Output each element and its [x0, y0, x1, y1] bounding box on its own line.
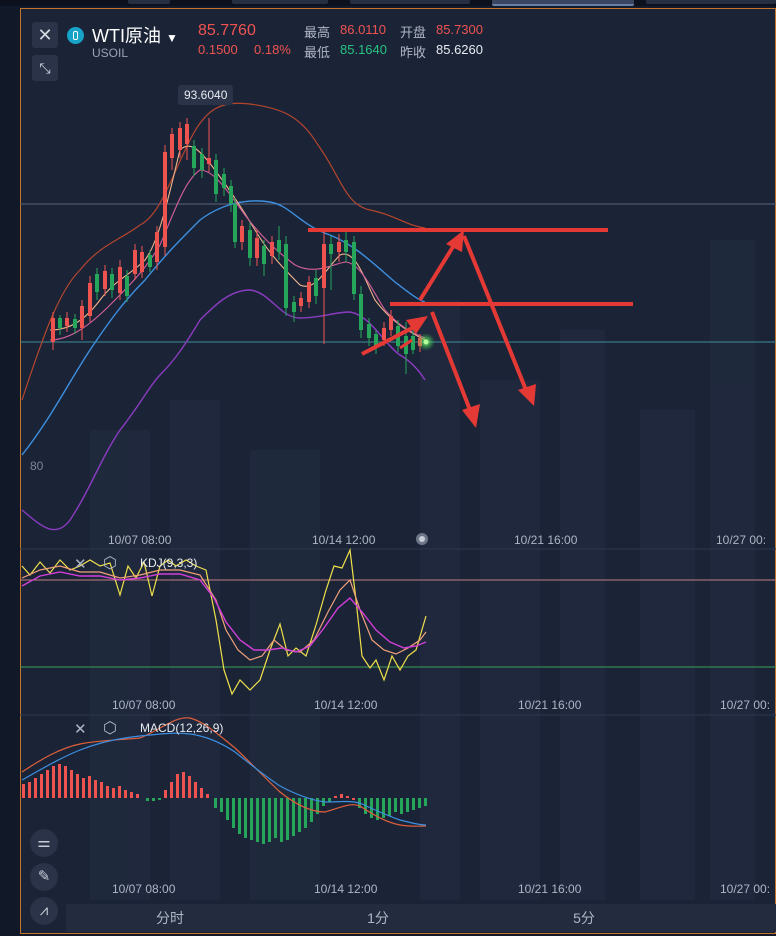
prev-close-label: 昨收: [400, 45, 427, 60]
candlestick-tool-icon[interactable]: ⚌: [30, 829, 58, 857]
symbol-code: USOIL: [92, 46, 129, 60]
time-label: 10/07 08:00: [108, 533, 172, 547]
background-decoration: [90, 240, 755, 900]
timeframe-tabbar: [66, 904, 776, 932]
tab-intraday[interactable]: 分时: [156, 910, 184, 926]
candlesticks: [51, 118, 422, 374]
kdj-settings-icon[interactable]: ⬡: [103, 555, 117, 572]
low-label: 最低: [304, 45, 331, 60]
symbol-icon: [67, 27, 84, 44]
macd-dea-line: [21, 732, 427, 826]
kdj-close-icon[interactable]: ✕: [74, 556, 87, 573]
prev-close-value: 85.6260: [436, 42, 483, 57]
time-label: 10/14 12:00: [314, 882, 378, 896]
high-label: 最高: [304, 25, 331, 40]
macd-settings-icon[interactable]: ⬡: [103, 720, 117, 737]
price-change: 0.1500: [198, 42, 238, 57]
top-tab[interactable]: [646, 0, 776, 4]
price-change-percent: 0.18%: [254, 42, 291, 57]
ma-long-line: [49, 169, 426, 341]
collapse-icon[interactable]: ⤡: [32, 55, 58, 81]
open-value: 85.7300: [436, 22, 483, 37]
open-label: 开盘: [400, 25, 427, 40]
macd-title: MACD(12,26,9): [140, 721, 224, 735]
kdj-k-line: [21, 565, 427, 661]
boll-upper-line: [21, 102, 426, 401]
top-tab[interactable]: [350, 0, 470, 4]
time-label: 10/27 00:: [716, 533, 767, 547]
current-price: 85.7760: [198, 22, 256, 39]
time-label: 10/27 00:: [720, 698, 771, 712]
time-label: 10/21 16:00: [514, 533, 578, 547]
high-value: 86.0110: [340, 22, 387, 37]
symbol-name[interactable]: WTI原油 ▼: [92, 26, 178, 46]
top-tab[interactable]: [128, 0, 170, 4]
time-label: 10/21 16:00: [518, 698, 582, 712]
kdj-j-line: [21, 547, 427, 696]
macd-histogram: [22, 764, 427, 844]
tab-5min[interactable]: 5分: [573, 910, 595, 926]
indicator-tool-icon[interactable]: ⩘: [30, 897, 58, 925]
top-tab[interactable]: [232, 0, 328, 4]
time-label: 10/27 00:: [720, 882, 771, 896]
time-label: 10/07 08:00: [112, 698, 176, 712]
draw-pencil-icon[interactable]: ✎: [30, 863, 58, 891]
macd-close-icon[interactable]: ✕: [74, 721, 87, 738]
top-tab-active[interactable]: [492, 0, 634, 6]
time-label: 10/07 08:00: [112, 882, 176, 896]
crosshair-handle-dot: [419, 536, 425, 542]
trend-annotations: [308, 228, 633, 428]
dropdown-caret-icon[interactable]: ▼: [166, 31, 178, 45]
left-edge-strip: [0, 8, 20, 936]
live-price-dot-core: [423, 339, 429, 345]
kdj-d-line: [21, 571, 427, 653]
price-axis-label: 80: [30, 459, 44, 473]
boll-middle-line: [21, 200, 426, 456]
tab-1min[interactable]: 1分: [367, 910, 389, 926]
time-label: 10/14 12:00: [314, 698, 378, 712]
time-label: 10/21 16:00: [518, 882, 582, 896]
top-tab-strip: [0, 0, 776, 6]
close-button[interactable]: ✕: [32, 22, 58, 48]
boll-lower-line: [21, 289, 426, 531]
low-value: 85.1640: [340, 42, 387, 57]
time-label: 10/14 12:00: [312, 533, 376, 547]
peak-price-label: 93.6040: [178, 85, 234, 105]
kdj-title: KDJ(9,3,3): [140, 556, 198, 570]
ma-short-line: [49, 145, 426, 341]
